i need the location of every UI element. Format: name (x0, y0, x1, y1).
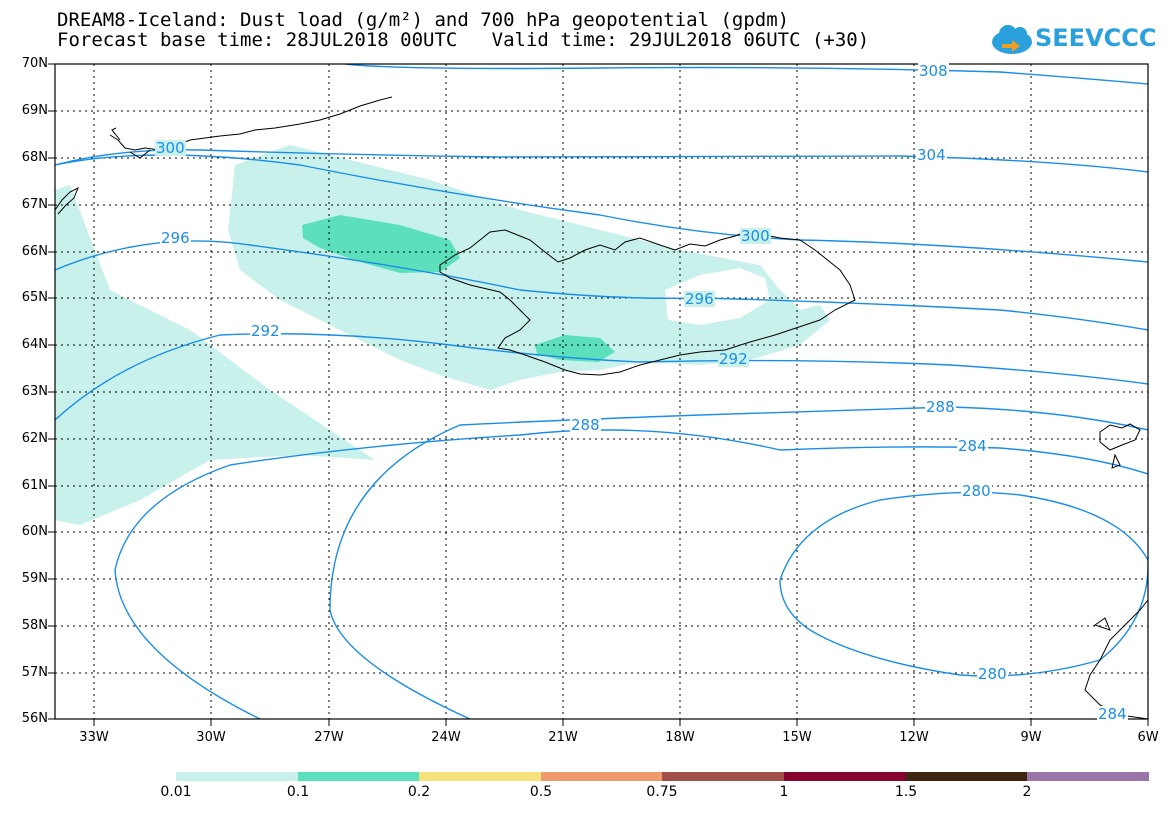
cloud-icon (992, 25, 1032, 54)
lon-label: 18W (665, 730, 695, 745)
dust-clear-patch (665, 268, 770, 325)
seevccc-logo (992, 25, 1032, 54)
map-title-line-1: DREAM8-Iceland: Dust load (g/m²) and 700… (57, 9, 790, 31)
contour-label: 300 (155, 139, 186, 157)
legend-swatch-5 (662, 772, 784, 781)
contour-296 (55, 240, 1148, 331)
contour-label: 280 (977, 665, 1008, 683)
dust-area-nw-core (302, 215, 460, 273)
contour-label: 288 (570, 416, 601, 434)
contour-label: 304 (916, 146, 947, 164)
lat-label: 56N (21, 711, 48, 726)
lat-label: 60N (21, 524, 48, 539)
contour-label: 280 (961, 482, 992, 500)
lon-label: 27W (314, 730, 344, 745)
legend-label: 0.5 (529, 784, 553, 800)
lat-label: 62N (21, 431, 48, 446)
scotland-coast (1084, 599, 1148, 719)
contour-280 (779, 491, 1148, 677)
iceland-coast (439, 229, 856, 376)
contour-label: 300 (740, 227, 771, 245)
greenland-coast (55, 96, 393, 215)
legend-label: 2 (1022, 784, 1032, 800)
legend-label: 0.01 (160, 784, 192, 800)
legend-swatch-3 (419, 772, 541, 781)
legend-colorbar (176, 772, 1149, 781)
lon-label: 12W (899, 730, 929, 745)
lat-label: 61N (21, 478, 48, 493)
legend-label: 1 (779, 784, 789, 800)
lat-label: 63N (21, 384, 48, 399)
lat-label: 69N (21, 103, 48, 118)
legend-swatch-4 (541, 772, 662, 781)
contour-label: 292 (250, 322, 281, 340)
lat-label: 70N (21, 56, 48, 71)
lon-label: 9W (1020, 730, 1042, 745)
legend-swatch-2 (298, 772, 419, 781)
contour-label: 308 (918, 62, 949, 80)
map-title-line-2: Forecast base time: 28JUL2018 00UTC Vali… (57, 29, 870, 51)
contour-292 (55, 333, 1148, 421)
lon-label: 33W (79, 730, 109, 745)
legend-swatch-1 (176, 772, 298, 781)
lat-label: 66N (21, 244, 48, 259)
legend-swatch-6 (784, 772, 906, 781)
lon-label: 15W (782, 730, 812, 745)
dust-area-south-core (535, 335, 615, 362)
legend-swatch-7 (906, 772, 1027, 781)
contour-304 (55, 149, 1148, 173)
logo-text: SEEVCCC (1035, 24, 1157, 52)
lat-label: 57N (21, 665, 48, 680)
contour-label: 296 (684, 290, 715, 308)
dust-load-shading (55, 145, 830, 525)
lat-label: 68N (21, 150, 48, 165)
lon-label: 21W (548, 730, 578, 745)
contour-label: 284 (957, 437, 988, 455)
geopotential-contours (55, 64, 1148, 719)
lon-label: 24W (431, 730, 461, 745)
legend-label: 0.2 (407, 784, 431, 800)
legend-label: 0.75 (646, 784, 678, 800)
lat-label: 58N (21, 618, 48, 633)
lat-label: 67N (21, 197, 48, 212)
contour-label: 288 (925, 398, 956, 416)
lat-label: 65N (21, 290, 48, 305)
lat-label: 59N (21, 571, 48, 586)
contour-288 (329, 406, 1148, 611)
legend-label: 1.5 (894, 784, 918, 800)
contour-label: 284 (1097, 705, 1128, 723)
grid-lines (55, 64, 1148, 719)
lon-label: 6W (1137, 730, 1159, 745)
legend-label: 0.1 (286, 784, 310, 800)
contour-label: 296 (160, 229, 191, 247)
contour-label: 292 (718, 350, 749, 368)
dust-area-west (55, 185, 375, 525)
contour-280-edge (329, 609, 471, 719)
legend-swatch-8 (1027, 772, 1149, 781)
contour-300 (55, 154, 1148, 263)
faroe-coast (1099, 423, 1141, 469)
axis-ticks (48, 63, 1149, 726)
lon-label: 30W (196, 730, 226, 745)
lat-label: 64N (21, 337, 48, 352)
contour-308 (344, 64, 1148, 85)
